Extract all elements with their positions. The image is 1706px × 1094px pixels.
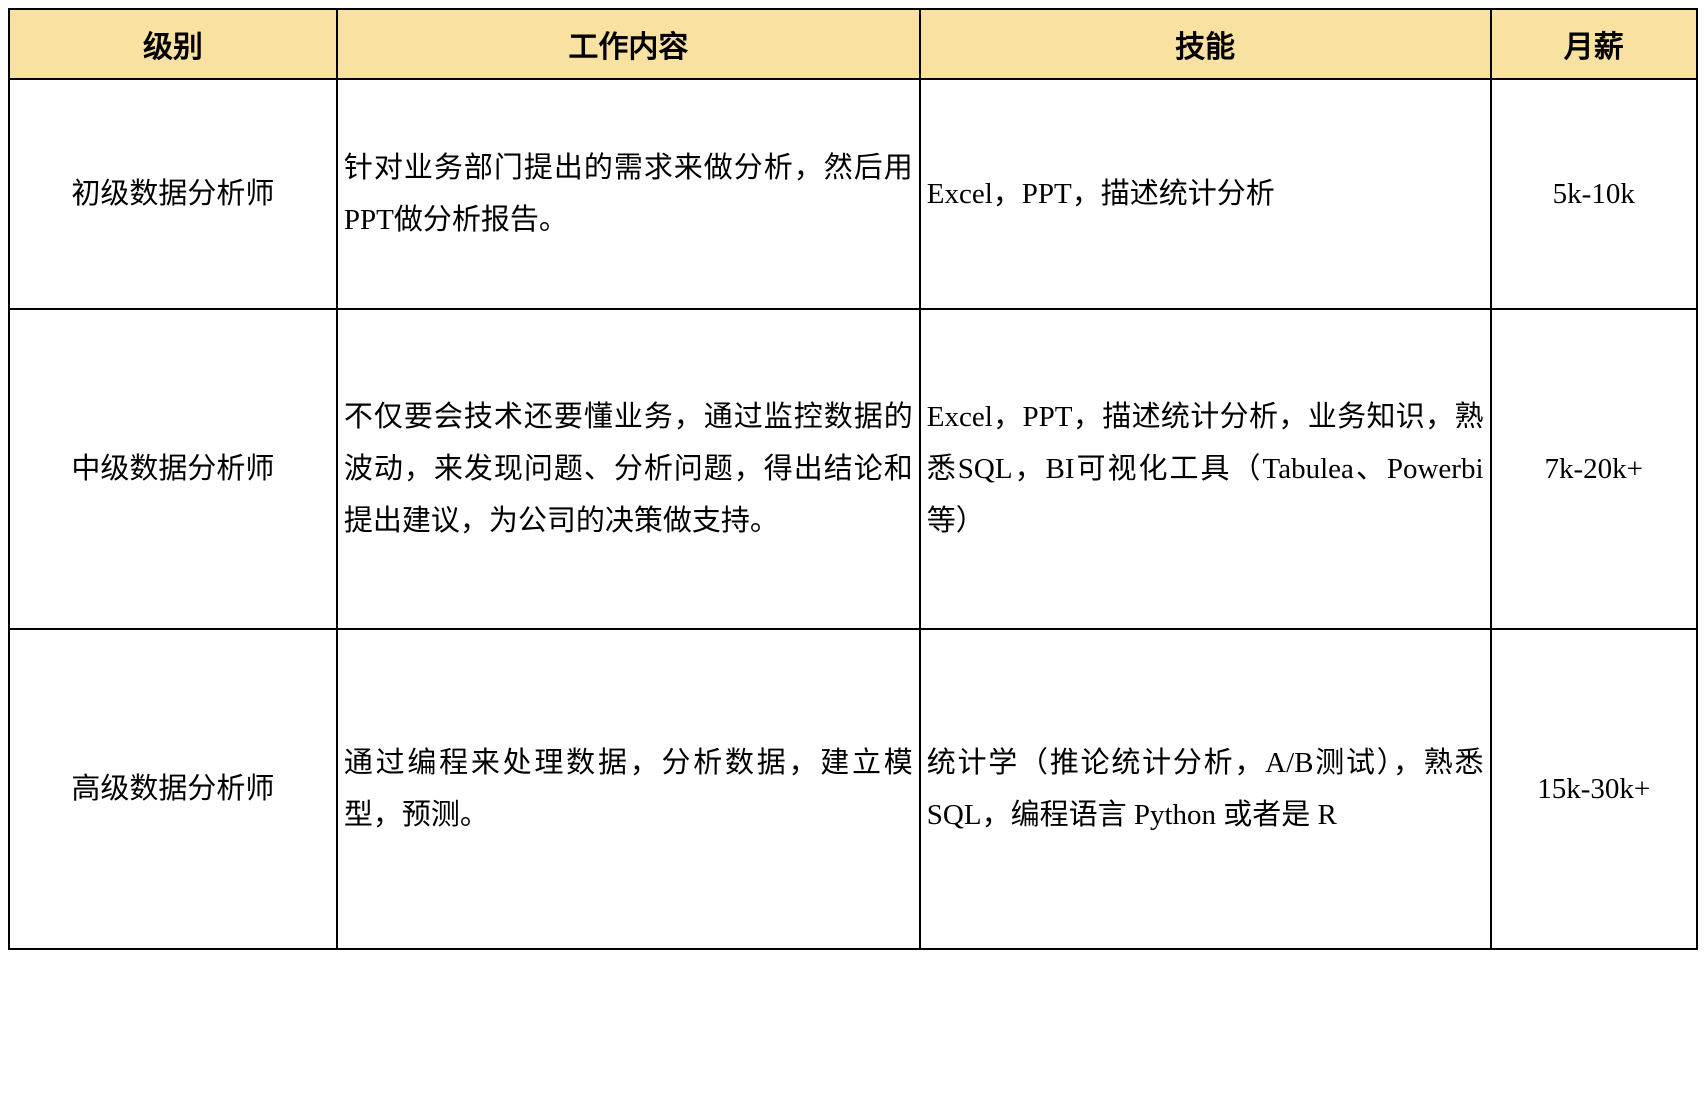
cell-level: 中级数据分析师 [9, 309, 337, 629]
cell-skill: Excel，PPT，描述统计分析，业务知识，熟悉SQL，BI可视化工具（Tabu… [920, 309, 1491, 629]
table-row: 高级数据分析师 通过编程来处理数据，分析数据，建立模型，预测。 统计学（推论统计… [9, 629, 1697, 949]
header-skill: 技能 [920, 9, 1491, 79]
cell-skill: 统计学（推论统计分析，A/B测试），熟悉 SQL，编程语言 Python 或者是… [920, 629, 1491, 949]
cell-level: 高级数据分析师 [9, 629, 337, 949]
table-row: 中级数据分析师 不仅要会技术还要懂业务，通过监控数据的波动，来发现问题、分析问题… [9, 309, 1697, 629]
header-salary: 月薪 [1491, 9, 1697, 79]
cell-work: 不仅要会技术还要懂业务，通过监控数据的波动，来发现问题、分析问题，得出结论和提出… [337, 309, 920, 629]
cell-salary: 5k-10k [1491, 79, 1697, 309]
cell-work: 针对业务部门提出的需求来做分析，然后用PPT做分析报告。 [337, 79, 920, 309]
header-level: 级别 [9, 9, 337, 79]
cell-work: 通过编程来处理数据，分析数据，建立模型，预测。 [337, 629, 920, 949]
table-header: 级别 工作内容 技能 月薪 [9, 9, 1697, 79]
cell-level: 初级数据分析师 [9, 79, 337, 309]
header-work: 工作内容 [337, 9, 920, 79]
data-analyst-levels-table: 级别 工作内容 技能 月薪 初级数据分析师 针对业务部门提出的需求来做分析，然后… [8, 8, 1698, 950]
cell-salary: 7k-20k+ [1491, 309, 1697, 629]
table-body: 初级数据分析师 针对业务部门提出的需求来做分析，然后用PPT做分析报告。 Exc… [9, 79, 1697, 949]
cell-skill: Excel，PPT，描述统计分析 [920, 79, 1491, 309]
cell-salary: 15k-30k+ [1491, 629, 1697, 949]
table-row: 初级数据分析师 针对业务部门提出的需求来做分析，然后用PPT做分析报告。 Exc… [9, 79, 1697, 309]
